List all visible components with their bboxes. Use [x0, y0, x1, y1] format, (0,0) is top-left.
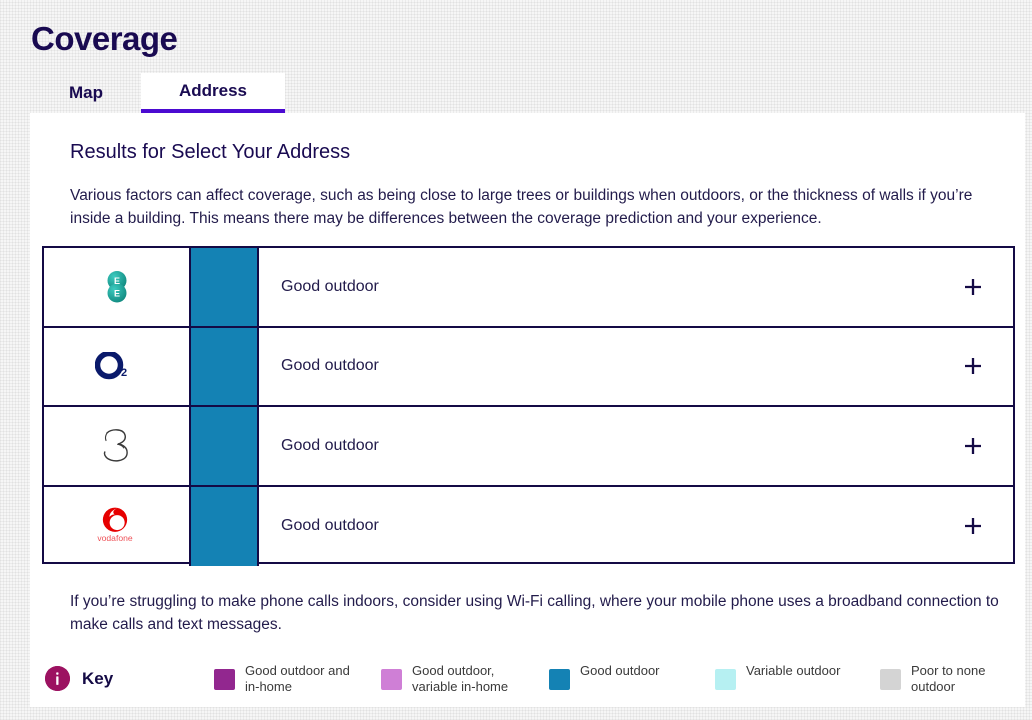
svg-text:vodafone: vodafone: [97, 533, 132, 543]
svg-text:E: E: [113, 288, 119, 298]
svg-text:2: 2: [121, 367, 127, 379]
svg-text:E: E: [113, 276, 119, 286]
